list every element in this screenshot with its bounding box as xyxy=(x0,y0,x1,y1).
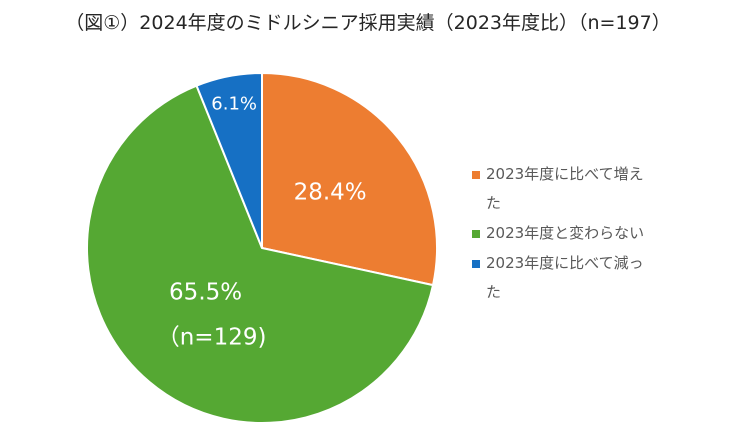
chart-title: （図①）2024年度のミドルシニア採用実績（2023年度比）（n=197） xyxy=(65,12,671,34)
legend-item: 2023年度に比べて減った xyxy=(472,249,656,307)
legend: 2023年度に比べて増えた 2023年度と変わらない 2023年度に比べて減った xyxy=(472,160,672,308)
legend-swatch xyxy=(472,171,480,179)
data-label: 6.1% xyxy=(211,94,257,115)
pie-slice xyxy=(261,71,438,287)
legend-item: 2023年度と変わらない xyxy=(472,219,656,248)
data-label: 65.5% xyxy=(169,279,242,305)
legend-swatch xyxy=(472,260,480,268)
pie-slice xyxy=(195,71,263,249)
legend-label: 2023年度と変わらない xyxy=(486,224,645,242)
legend-item: 2023年度に比べて増えた xyxy=(472,160,656,218)
pie-slice xyxy=(86,84,435,424)
data-label: 28.4% xyxy=(294,180,367,206)
legend-label: 2023年度に比べて減った xyxy=(486,254,644,301)
legend-label: 2023年度に比べて増えた xyxy=(486,165,644,212)
annotation: （n=129) xyxy=(157,324,267,350)
legend-swatch xyxy=(472,230,480,238)
